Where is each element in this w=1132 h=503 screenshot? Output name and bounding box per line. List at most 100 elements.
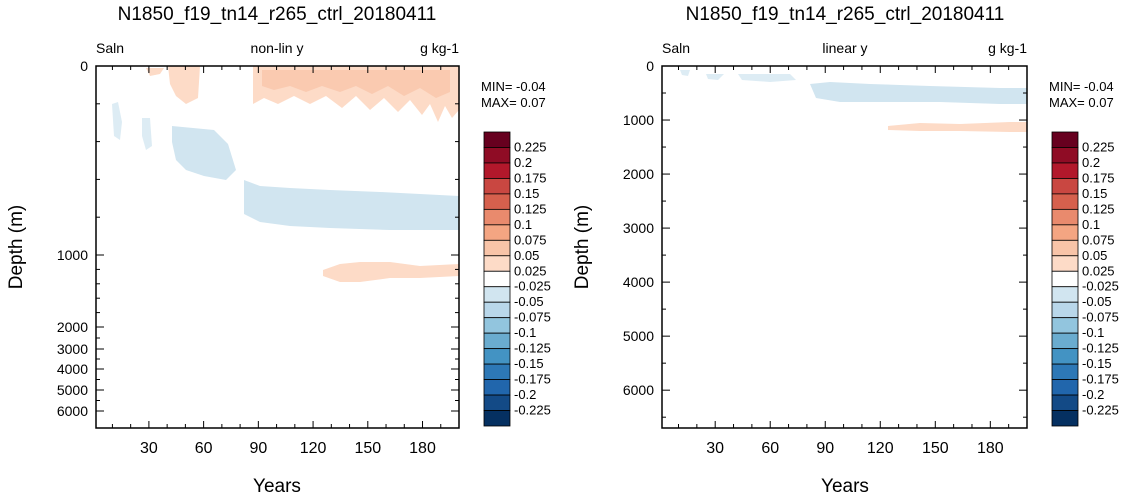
colorbar-swatch <box>1051 193 1079 210</box>
y-axis-ticks <box>96 65 459 429</box>
contour-fills <box>112 66 459 282</box>
colorbar-swatch <box>483 208 511 226</box>
colorbar-tick-label: -0.125 <box>1082 341 1119 356</box>
colorbar-tick-label: -0.1 <box>514 325 536 340</box>
colorbar-tick-label: 0.1 <box>514 217 532 232</box>
scale-label: linear y <box>822 40 867 56</box>
colorbar-swatch <box>1051 286 1079 303</box>
colorbar-swatch <box>1051 270 1079 288</box>
colorbar-swatch <box>483 363 511 380</box>
colorbar-tick-label: -0.1 <box>1082 325 1104 340</box>
deep-positive-band <box>888 122 1027 132</box>
colorbar-swatch <box>483 224 511 241</box>
upper-negative-patch <box>706 74 724 80</box>
colorbar-tick-label: 0.225 <box>1082 139 1115 154</box>
units-label: g kg-1 <box>988 40 1027 56</box>
colorbar-swatch <box>483 410 511 427</box>
upper-negative-patch-b <box>142 118 152 150</box>
max-value-text: MAX= 0.07 <box>1049 95 1114 110</box>
colorbar-swatch <box>483 147 511 164</box>
colorbar-tick-label: 0.075 <box>514 232 547 247</box>
colorbar-swatch <box>1051 301 1079 319</box>
colorbar-swatch <box>1051 348 1079 365</box>
y-tick-label: 4000 <box>57 361 88 377</box>
colorbar-tick-label: -0.225 <box>1082 403 1119 418</box>
x-tick-label: 30 <box>706 440 724 457</box>
y-axis-ticks <box>662 65 1027 418</box>
surface-positive-patch-a <box>168 66 200 104</box>
upper-negative-patch-a <box>112 102 122 140</box>
variable-label: Saln <box>96 40 124 56</box>
min-value-text: MIN= -0.04 <box>1049 79 1114 94</box>
colorbar-tick-label: 0.175 <box>514 170 547 185</box>
y-tick-label: 1000 <box>623 112 654 128</box>
panel-nonlinear: N1850_f19_tn14_r265_ctrl_20180411 Saln n… <box>6 4 551 497</box>
x-axis-ticks <box>111 66 442 428</box>
x-tick-label: 90 <box>816 440 834 457</box>
x-tick-label: 30 <box>140 440 158 457</box>
colorbar-swatch <box>1051 239 1079 257</box>
y-tick-label: 6000 <box>623 382 654 398</box>
deep-positive-band <box>323 262 459 282</box>
colorbar-swatch <box>1051 147 1079 164</box>
colorbar-swatch <box>483 394 511 411</box>
y-tick-label: 5000 <box>623 328 654 344</box>
colorbar-tick-label: -0.075 <box>1082 310 1119 325</box>
y-tick-label: 0 <box>646 58 654 74</box>
y-tick-label: 4000 <box>623 274 654 290</box>
variable-label: Saln <box>662 40 690 56</box>
x-tick-label: 90 <box>249 440 267 457</box>
x-tick-label: 120 <box>867 440 894 457</box>
colorbar-tick-label: -0.15 <box>514 356 544 371</box>
colorbar-tick-label: -0.125 <box>514 341 551 356</box>
mid-negative-band <box>244 180 459 230</box>
max-value-text: MAX= 0.07 <box>481 95 546 110</box>
colorbar-tick-label: -0.15 <box>1082 356 1112 371</box>
colorbar-tick-label: -0.175 <box>1082 372 1119 387</box>
y-tick-label: 2000 <box>57 319 88 335</box>
upper-negative-patch <box>738 74 796 82</box>
colorbar-swatch <box>483 301 511 319</box>
colorbar-tick-label: -0.175 <box>514 372 551 387</box>
colorbar: 0.2250.20.1750.150.1250.10.0750.050.025-… <box>1051 131 1119 427</box>
plot-title: N1850_f19_tn14_r265_ctrl_20180411 <box>118 4 437 25</box>
x-tick-label: 150 <box>922 440 949 457</box>
colorbar-tick-label: -0.05 <box>514 294 544 309</box>
colorbar-tick-label: 0.2 <box>1082 155 1100 170</box>
y-tick-label: 3000 <box>623 220 654 236</box>
colorbar-swatch <box>1051 255 1079 272</box>
upper-negative-patch <box>680 70 690 76</box>
colorbar-swatch <box>1051 363 1079 380</box>
x-tick-label: 120 <box>300 440 327 457</box>
plot-frame <box>95 65 460 429</box>
y-axis-label: Depth (m) <box>572 205 593 289</box>
colorbar-swatch <box>483 162 511 179</box>
colorbar-swatch <box>483 193 511 210</box>
y-tick-labels: 0 1000 2000 3000 4000 5000 6000 <box>623 58 654 398</box>
colorbar-swatch <box>1051 317 1079 334</box>
colorbar-tick-label: -0.2 <box>1082 387 1104 402</box>
colorbar-tick-label: 0.05 <box>514 248 539 263</box>
colorbar-swatch <box>483 178 511 195</box>
colorbar-tick-label: 0.2 <box>514 155 532 170</box>
colorbar-swatch <box>483 332 511 350</box>
colorbar-tick-label: 0.025 <box>514 263 547 278</box>
colorbar-tick-label: 0.175 <box>1082 170 1115 185</box>
colorbar-tick-label: 0.1 <box>1082 217 1100 232</box>
y-tick-label: 5000 <box>57 382 88 398</box>
y-axis-label: Depth (m) <box>6 205 27 289</box>
colorbar-tick-label: -0.025 <box>514 279 551 294</box>
contour-fills <box>680 70 1027 132</box>
colorbar-swatch <box>1051 131 1079 148</box>
colorbar-swatch <box>483 255 511 272</box>
min-value-text: MIN= -0.04 <box>481 79 546 94</box>
colorbar-tick-label: -0.025 <box>1082 279 1119 294</box>
y-tick-label: 1000 <box>57 247 88 263</box>
colorbar-tick-label: 0.225 <box>514 139 547 154</box>
plot-title: N1850_f19_tn14_r265_ctrl_20180411 <box>686 4 1005 25</box>
colorbar-tick-label: 0.125 <box>1082 201 1115 216</box>
colorbar-swatch <box>1051 178 1079 195</box>
colorbar-swatch <box>1051 208 1079 226</box>
x-axis-label: Years <box>253 476 301 497</box>
